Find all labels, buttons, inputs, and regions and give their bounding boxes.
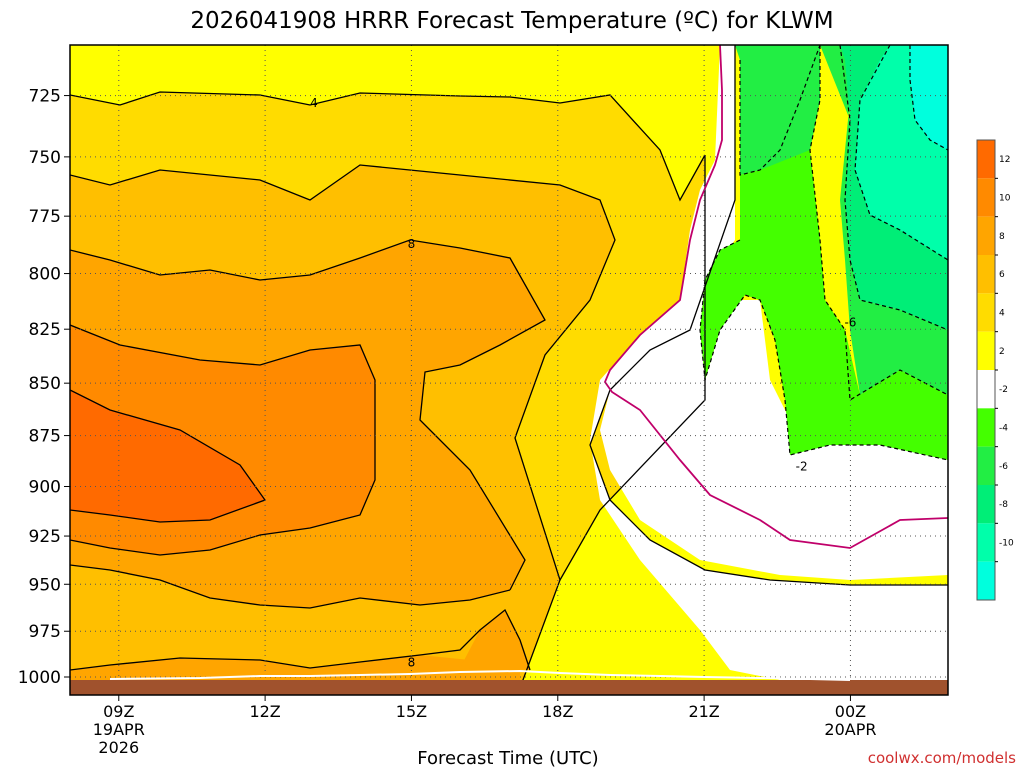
- y-tick-label: 775: [29, 207, 61, 227]
- chart-title: 2026041908 HRRR Forecast Temperature (ºC…: [190, 8, 833, 34]
- y-tick-label: 950: [29, 575, 61, 595]
- contour-label: 4: [310, 96, 318, 110]
- contour-line-layer: [70, 45, 948, 689]
- colorbar-segment: [977, 523, 995, 562]
- contour-fill-layer: [70, 45, 948, 695]
- x-tick-label: 20APR: [824, 720, 876, 739]
- freezing-line-layer: [603, 45, 948, 549]
- contour-line-minus4: [809, 45, 948, 402]
- contour-line-6-upper: [70, 164, 616, 689]
- colorbar-tick-label: -6: [999, 462, 1008, 472]
- contour-label: -6: [844, 316, 856, 330]
- colorbar-tick-label: 6: [999, 270, 1005, 280]
- x-tick-label: 21Z: [688, 702, 719, 721]
- colorbar-tick-label: -2: [999, 385, 1008, 395]
- colorbar-segment: [977, 408, 995, 447]
- band-minus6-minus4-right: [820, 45, 948, 395]
- y-tick-label: 750: [29, 148, 61, 168]
- x-tick-label: 15Z: [396, 702, 427, 721]
- surface-line: [109, 669, 851, 681]
- colorbar-legend: 12 10 8 6 4 2 -2 -4 -6 -8 -10: [976, 139, 1014, 601]
- colorbar-segment: [977, 446, 995, 485]
- colorbar-tick-label: -10: [999, 539, 1014, 549]
- x-axis-title: Forecast Time (UTC): [417, 748, 598, 768]
- y-tick-label: 725: [29, 87, 61, 107]
- y-tick-label: 800: [29, 265, 61, 285]
- y-tick-label: 975: [29, 622, 61, 642]
- x-tick-label: 09Z: [103, 702, 134, 721]
- contour-line-4-lower: [559, 155, 706, 581]
- contour-label: 8: [408, 655, 416, 669]
- colorbar-tick-label: -8: [999, 500, 1008, 510]
- plot-frame: [69, 44, 949, 696]
- band-lt-minus10: [910, 45, 948, 150]
- contour-line-minus2: [739, 45, 821, 176]
- ground-band: [70, 680, 948, 695]
- contour-line-8-lower: [70, 564, 511, 609]
- colorbar-tick-label: 2: [999, 347, 1005, 357]
- contour-line-10: [70, 324, 376, 556]
- colorbar-tick-label: 10: [999, 194, 1011, 204]
- colorbar-segment: [977, 178, 995, 217]
- contour-label: 8: [408, 237, 416, 251]
- colorbar-segment: [977, 140, 995, 179]
- contour-line-8-upper: [70, 239, 546, 591]
- freezing-line: [603, 45, 948, 549]
- contour-label: -2: [796, 459, 808, 473]
- contour-line-8-surface: [70, 608, 531, 671]
- x-tick-label: 00Z: [835, 702, 866, 721]
- colorbar-segment: [977, 331, 995, 370]
- x-tick-label: 19APR: [93, 720, 145, 739]
- band-minus6-minus4: [735, 45, 820, 175]
- colorbar-tick-label: 4: [999, 309, 1005, 319]
- contour-line-minus8: [854, 45, 948, 261]
- band-minus2-2-core: [600, 45, 948, 580]
- contour-labels: 4 8 8 -6 -2: [310, 96, 856, 669]
- grid-layer: [70, 45, 948, 695]
- y-tick-label: 875: [29, 427, 61, 447]
- y-tick-label: 825: [29, 320, 61, 340]
- credit-text: coolwx.com/models: [868, 749, 1016, 767]
- x-tick-label: 18Z: [542, 702, 573, 721]
- band-gt-12: [70, 390, 265, 522]
- contour-line-minus2-lower: [699, 239, 948, 461]
- colorbar-segment: [977, 561, 995, 600]
- dashed-contour-layer: [699, 45, 948, 461]
- y-axis: 725 750 775 800 825 850 875 900 925 950 975 1000: [18, 87, 70, 688]
- colorbar-tick-label: -4: [999, 424, 1008, 434]
- y-tick-label: 900: [29, 478, 61, 498]
- colorbar-tick-label: 12: [999, 155, 1010, 165]
- y-tick-label: 1000: [18, 668, 61, 688]
- colorbar-segment: [977, 293, 995, 332]
- band-minus2-2: [590, 45, 948, 695]
- y-tick-label: 850: [29, 374, 61, 394]
- colorbar-segment: [977, 370, 995, 409]
- contour-line-minus10: [909, 45, 948, 151]
- colorbar-segment: [977, 485, 995, 524]
- x-tick-label: 2026: [98, 738, 139, 757]
- y-tick-label: 925: [29, 527, 61, 547]
- colorbar-tick-label: 8: [999, 232, 1005, 242]
- band-minus4-minus2: [700, 45, 948, 460]
- x-tick-label: 12Z: [249, 702, 280, 721]
- colorbar-segment: [977, 255, 995, 294]
- contour-line-2: [589, 45, 948, 586]
- colorbar-segment: [977, 216, 995, 255]
